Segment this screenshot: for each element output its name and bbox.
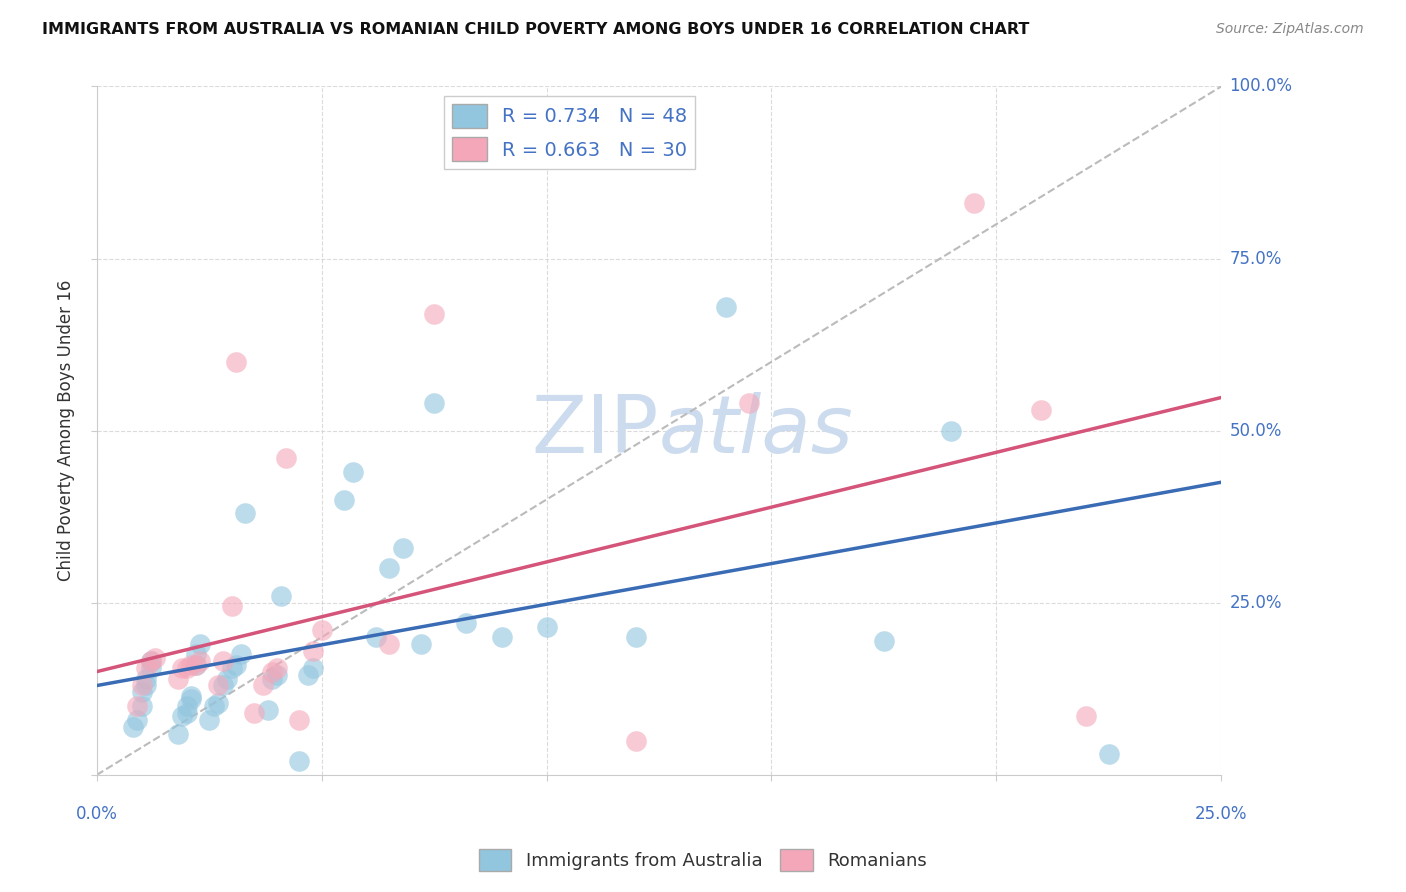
Point	[202, 699, 225, 714]
Point	[121, 720, 143, 734]
Point	[176, 661, 198, 675]
Point	[391, 541, 413, 555]
Legend: Immigrants from Australia, Romanians: Immigrants from Australia, Romanians	[471, 842, 935, 879]
Point	[262, 672, 284, 686]
Point	[266, 661, 288, 675]
Text: 50.0%: 50.0%	[1230, 422, 1282, 440]
Point	[207, 678, 229, 692]
Point	[288, 713, 311, 727]
Point	[225, 355, 247, 369]
Text: 100.0%: 100.0%	[1230, 78, 1292, 95]
Point	[211, 678, 233, 692]
Point	[225, 657, 247, 672]
Point	[176, 699, 198, 714]
Point	[1076, 709, 1098, 723]
Point	[270, 589, 292, 603]
Point	[131, 685, 153, 699]
Point	[252, 678, 274, 692]
Point	[342, 465, 364, 479]
Point	[491, 630, 513, 644]
Point	[288, 754, 311, 768]
Point	[135, 672, 157, 686]
Point	[1098, 747, 1121, 762]
Point	[139, 654, 162, 668]
Point	[180, 692, 202, 706]
Point	[221, 661, 243, 675]
Point	[217, 672, 239, 686]
Text: Source: ZipAtlas.com: Source: ZipAtlas.com	[1216, 22, 1364, 37]
Text: IMMIGRANTS FROM AUSTRALIA VS ROMANIAN CHILD POVERTY AMONG BOYS UNDER 16 CORRELAT: IMMIGRANTS FROM AUSTRALIA VS ROMANIAN CH…	[42, 22, 1029, 37]
Point	[423, 307, 446, 321]
Text: ZIP: ZIP	[531, 392, 659, 470]
Point	[184, 657, 207, 672]
Point	[184, 657, 207, 672]
Point	[409, 637, 432, 651]
Point	[941, 424, 963, 438]
Point	[423, 396, 446, 410]
Point	[176, 706, 198, 720]
Point	[297, 668, 319, 682]
Point	[963, 196, 986, 211]
Text: 25.0%: 25.0%	[1195, 805, 1247, 823]
Point	[333, 492, 356, 507]
Point	[1031, 403, 1053, 417]
Text: atlas: atlas	[659, 392, 853, 470]
Point	[139, 654, 162, 668]
Point	[172, 661, 194, 675]
Point	[131, 699, 153, 714]
Point	[311, 624, 333, 638]
Point	[256, 702, 278, 716]
Text: 25.0%: 25.0%	[1230, 594, 1282, 612]
Point	[873, 633, 896, 648]
Point	[131, 678, 153, 692]
Point	[143, 651, 166, 665]
Point	[184, 648, 207, 662]
Point	[139, 661, 162, 675]
Point	[536, 620, 558, 634]
Point	[127, 699, 149, 714]
Point	[166, 726, 188, 740]
Point	[378, 561, 401, 575]
Point	[229, 648, 252, 662]
Point	[166, 672, 188, 686]
Point	[198, 713, 221, 727]
Point	[626, 733, 648, 747]
Point	[301, 644, 323, 658]
Point	[738, 396, 761, 410]
Point	[243, 706, 266, 720]
Point	[188, 637, 211, 651]
Point	[626, 630, 648, 644]
Point	[135, 661, 157, 675]
Point	[262, 665, 284, 679]
Point	[180, 689, 202, 703]
Point	[266, 668, 288, 682]
Text: 0.0%: 0.0%	[76, 805, 118, 823]
Text: 75.0%: 75.0%	[1230, 250, 1282, 268]
Point	[172, 709, 194, 723]
Point	[135, 678, 157, 692]
Point	[274, 451, 297, 466]
Point	[301, 661, 323, 675]
Legend: R = 0.734   N = 48, R = 0.663   N = 30: R = 0.734 N = 48, R = 0.663 N = 30	[444, 96, 695, 169]
Point	[364, 630, 387, 644]
Point	[221, 599, 243, 614]
Point	[127, 713, 149, 727]
Point	[211, 654, 233, 668]
Point	[233, 506, 256, 520]
Y-axis label: Child Poverty Among Boys Under 16: Child Poverty Among Boys Under 16	[58, 280, 75, 582]
Point	[180, 657, 202, 672]
Point	[207, 696, 229, 710]
Point	[378, 637, 401, 651]
Point	[716, 300, 738, 314]
Point	[188, 654, 211, 668]
Point	[454, 616, 477, 631]
